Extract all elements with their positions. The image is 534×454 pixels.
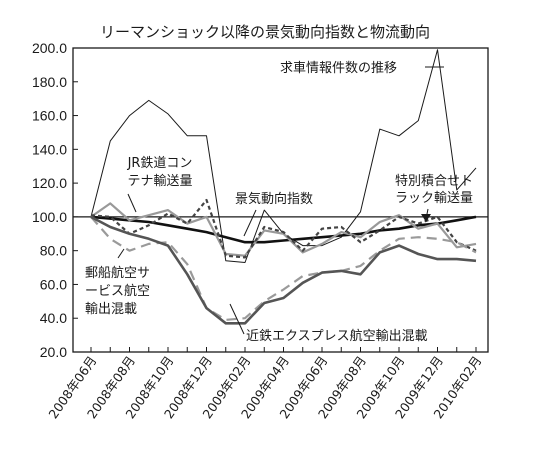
- label-jr-container-line: テナ輸送量: [127, 174, 192, 189]
- label-kyusha: 求車情報件数の推移: [280, 61, 397, 76]
- y-tick-label: 100.0: [32, 209, 67, 225]
- label-keiki-leader: [243, 209, 257, 237]
- keiki-series-line: [90, 215, 477, 244]
- annotation-leaders: [117, 66, 444, 335]
- label-tokubetsu: 特別積合せトラック輸送量: [395, 174, 473, 206]
- kintetsu-series-line: [90, 215, 477, 325]
- label-kintetsu: 近鉄エクスプレス航空輸出混載: [246, 328, 428, 344]
- label-yusen-line: 輸出混載: [85, 302, 137, 317]
- y-tick-label: 60.0: [40, 276, 67, 292]
- yusen-series-line: [90, 216, 477, 321]
- label-yusen-line: 郵船航空サ: [85, 265, 150, 281]
- label-kyusha-line: 求車情報件数の推移: [280, 61, 397, 76]
- y-tick-label: 80.0: [40, 243, 67, 259]
- axes: 200.0 180.0 160.0 140.0 120.0 100.0 80.0 60.0 40…: [32, 40, 489, 421]
- plot-frame: [72, 47, 489, 353]
- chart-title: リーマンショック以降の景気動向指数と物流動向: [100, 23, 430, 41]
- y-tick-label: 160.0: [32, 108, 67, 124]
- y-tick-label: 40.0: [40, 310, 67, 326]
- label-tokubetsu-line: 特別積合せト: [395, 174, 473, 189]
- label-yusen-leader: [117, 248, 125, 259]
- label-jr-container: JR鉄道コンテナ輸送量: [127, 156, 193, 189]
- y-tick-label: 200.0: [32, 40, 67, 56]
- y-tick-label: 180.0: [32, 74, 67, 90]
- tokubetsu-series-line: [90, 198, 477, 259]
- jr-container-series-line: [90, 202, 477, 257]
- label-yusen-line: ービス航空: [85, 283, 150, 299]
- series-group: [90, 49, 477, 325]
- label-jr-container-leader: [127, 193, 137, 213]
- label-kintetsu-line: 近鉄エクスプレス航空輸出混載: [246, 328, 428, 344]
- y-tick-label: 120.0: [32, 175, 67, 191]
- label-keiki: 景気動向指数: [235, 191, 313, 207]
- y-tick-label: 140.0: [32, 141, 67, 157]
- label-tokubetsu-line: ラック輸送量: [395, 191, 473, 206]
- label-keiki-line: 景気動向指数: [235, 191, 313, 207]
- label-tokubetsu-arrowhead: [421, 214, 431, 222]
- label-jr-container-line: JR鉄道コン: [127, 156, 193, 171]
- y-tick-label: 20.0: [40, 344, 67, 360]
- label-yusen: 郵船航空サービス航空輸出混載: [85, 265, 150, 317]
- label-kintetsu-leader: [229, 303, 245, 335]
